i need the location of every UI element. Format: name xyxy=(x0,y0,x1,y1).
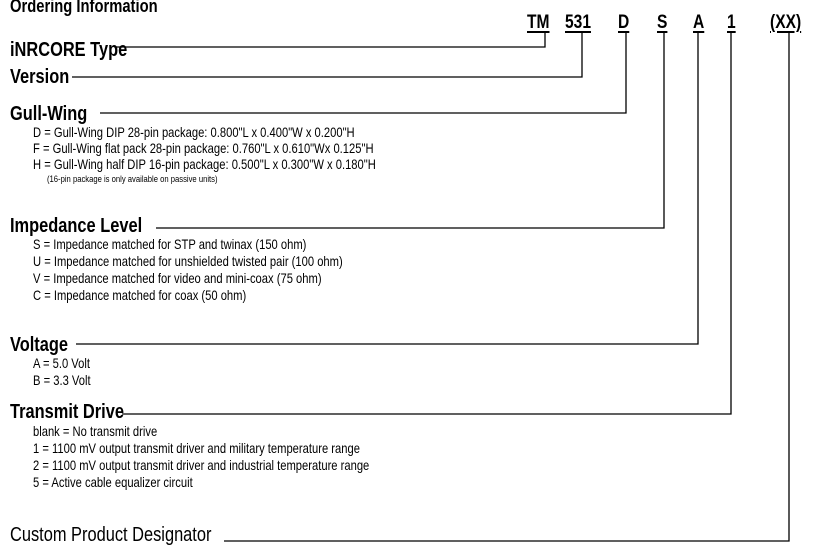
transmit-option-5: 5 = Active cable equalizer circuit xyxy=(33,475,193,490)
voltage-option-a: A = 5.0 Volt xyxy=(33,356,90,371)
impedance-option-c: C = Impedance matched for coax (50 ohm) xyxy=(33,288,246,303)
section-inrcore-type-label: iNRCORE Type xyxy=(10,40,127,60)
gull-wing-option-f: F = Gull-Wing flat pack 28-pin package: … xyxy=(33,141,374,156)
code-custom-designator: (XX) xyxy=(770,13,801,32)
gull-wing-note: (16-pin package is only available on pas… xyxy=(47,174,218,184)
section-voltage-label: Voltage xyxy=(10,335,68,355)
section-custom-designator-label: Custom Product Designator xyxy=(10,525,211,545)
section-gull-wing-label: Gull-Wing xyxy=(10,104,87,124)
code-gull-wing: D xyxy=(618,13,629,32)
gull-wing-option-d: D = Gull-Wing DIP 28-pin package: 0.800"… xyxy=(33,125,355,140)
section-transmit-drive-label: Transmit Drive xyxy=(10,402,124,422)
transmit-option-blank: blank = No transmit drive xyxy=(33,424,157,439)
code-voltage: A xyxy=(693,13,704,32)
connector-version xyxy=(72,33,582,77)
impedance-option-u: U = Impedance matched for unshielded twi… xyxy=(33,254,343,269)
impedance-option-s: S = Impedance matched for STP and twinax… xyxy=(33,237,306,252)
section-impedance-level-label: Impedance Level xyxy=(10,216,142,236)
connector-gull-wing xyxy=(100,33,626,113)
connector-inrcore-type xyxy=(116,33,545,47)
code-transmit-drive: 1 xyxy=(727,13,736,32)
voltage-option-b: B = 3.3 Volt xyxy=(33,373,91,388)
transmit-option-2: 2 = 1100 mV output transmit driver and i… xyxy=(33,458,369,473)
code-type: TM xyxy=(527,13,549,32)
page-title: Ordering Information xyxy=(10,0,158,15)
section-version-label: Version xyxy=(10,67,69,87)
code-impedance: S xyxy=(657,13,667,32)
transmit-option-1: 1 = 1100 mV output transmit driver and m… xyxy=(33,441,360,456)
connector-transmit xyxy=(122,33,731,414)
gull-wing-option-h: H = Gull-Wing half DIP 16-pin package: 0… xyxy=(33,157,376,172)
code-version: 531 xyxy=(565,13,591,32)
impedance-option-v: V = Impedance matched for video and mini… xyxy=(33,271,322,286)
